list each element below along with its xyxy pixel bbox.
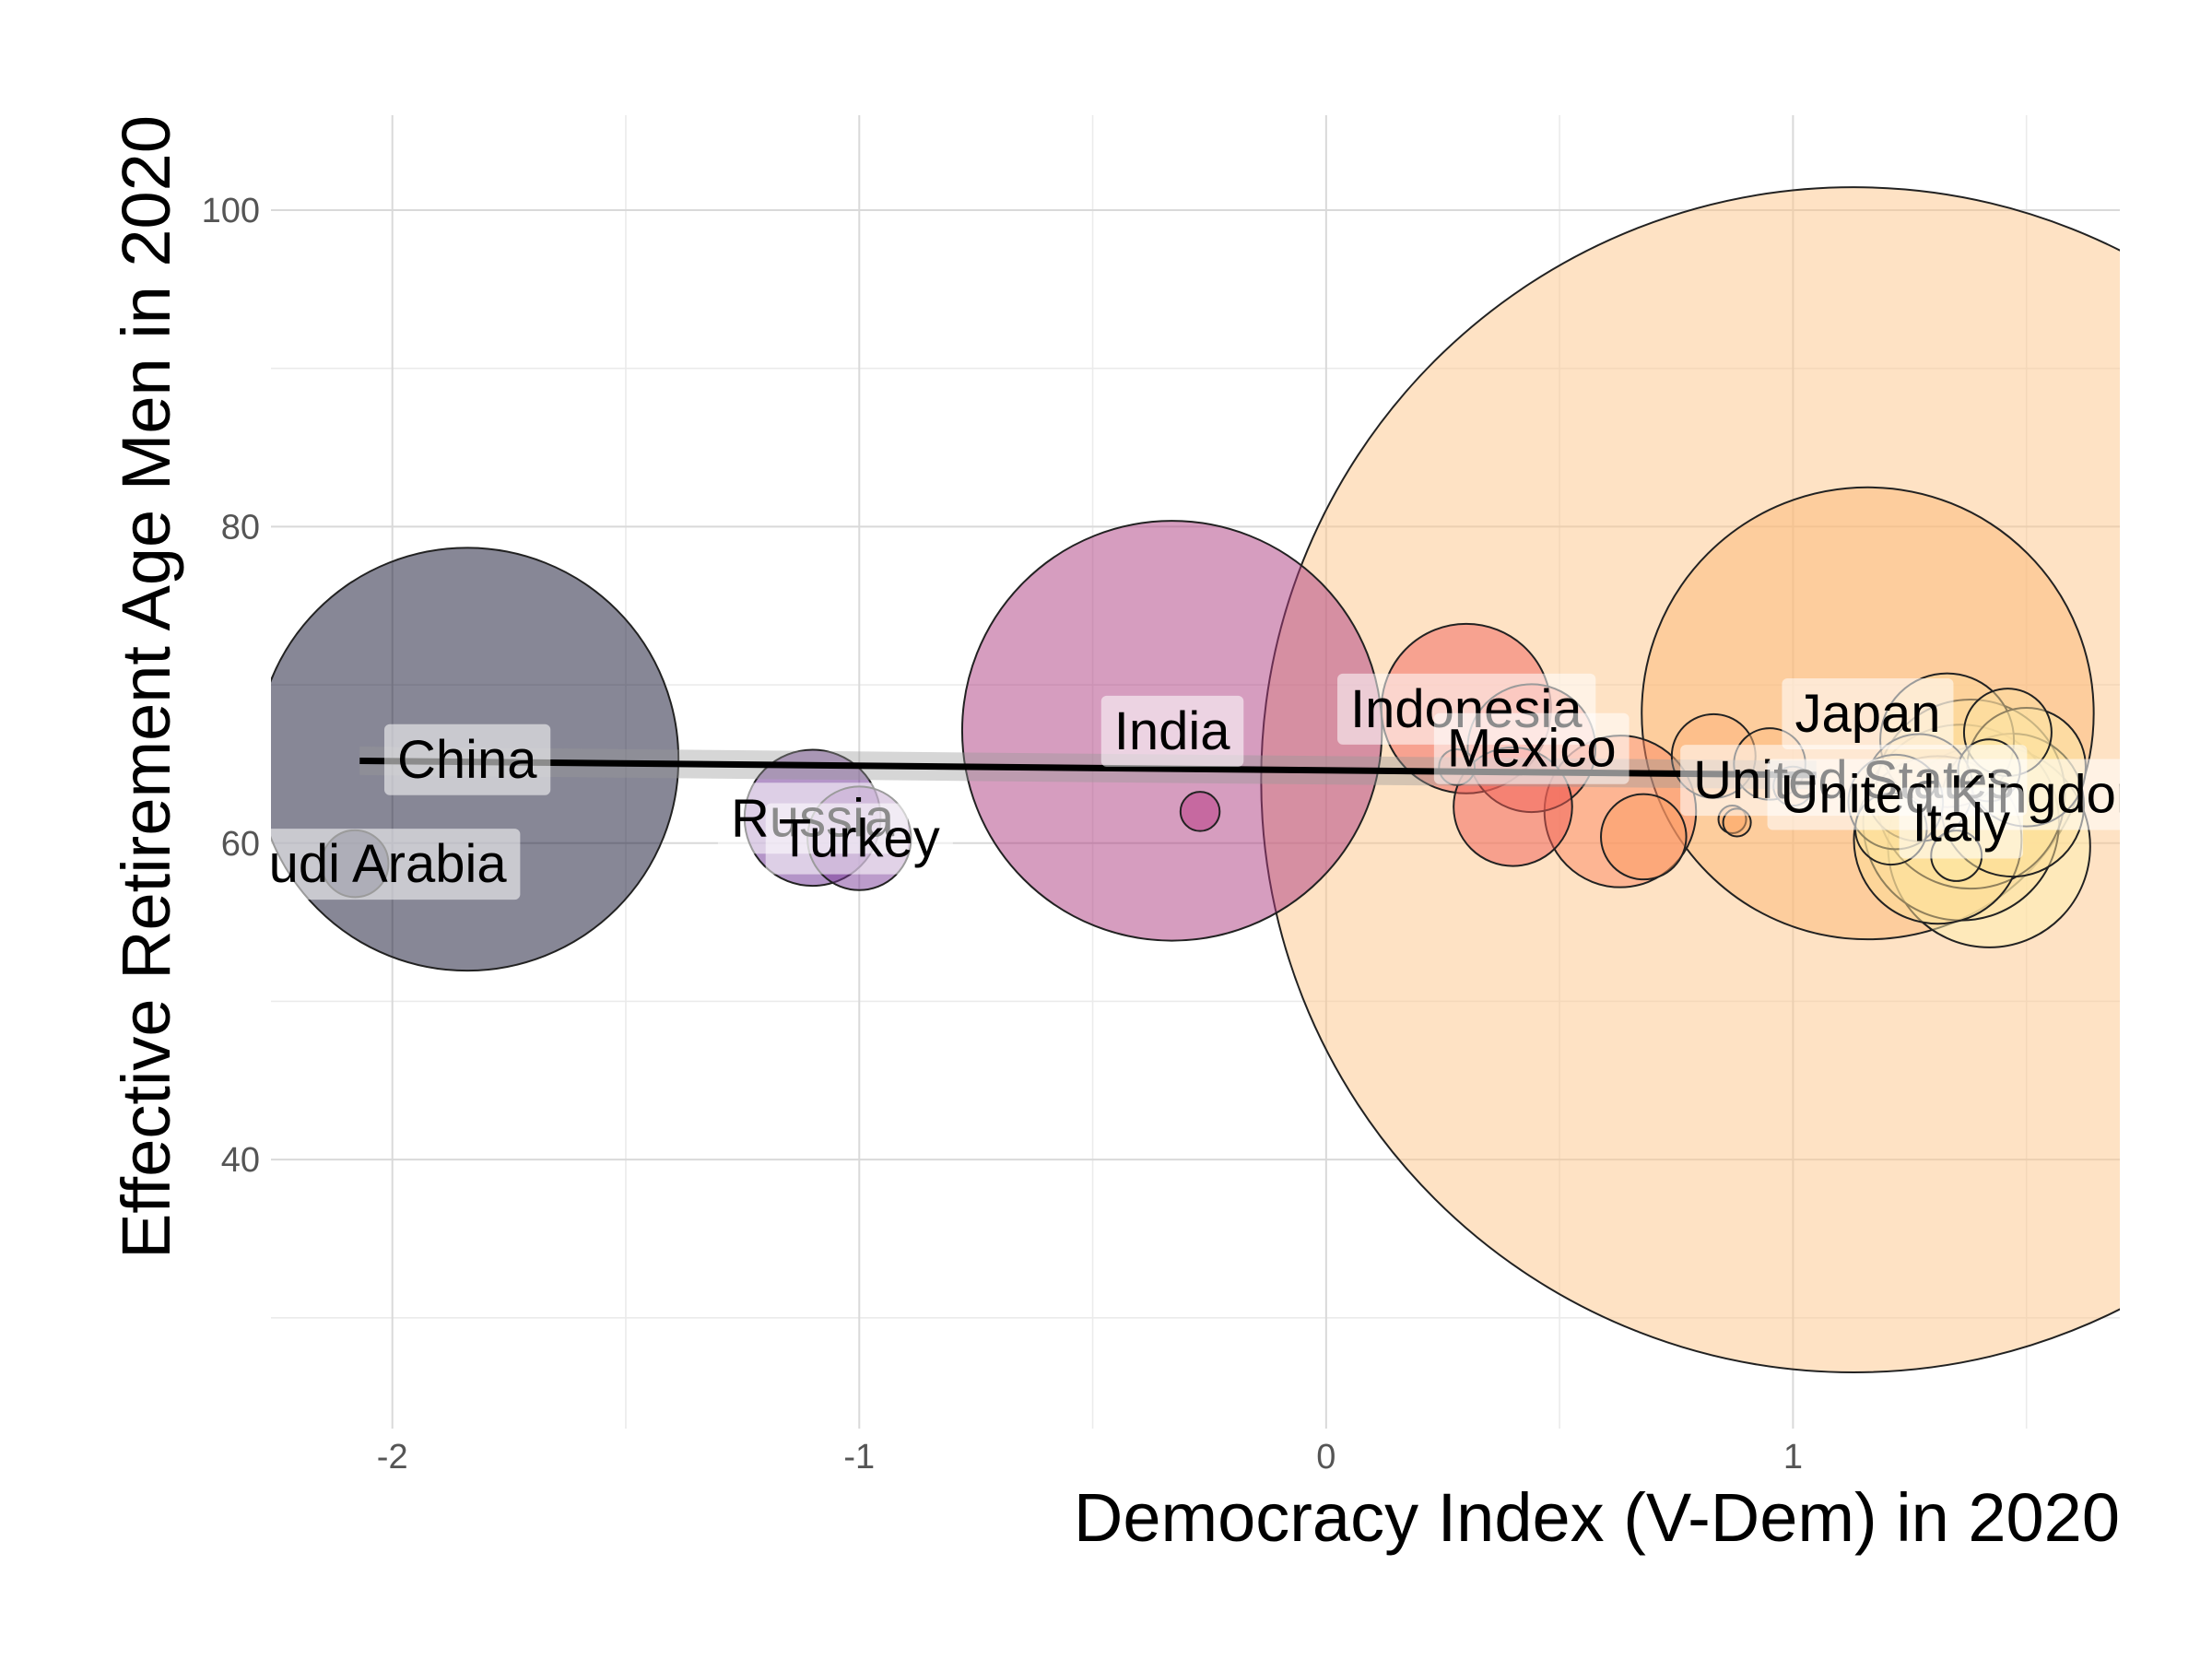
label-japan: Japan xyxy=(1782,677,1954,749)
x-axis-ticks: -2 -1 0 1 xyxy=(377,1438,1803,1477)
label-text: Mexico xyxy=(1447,719,1617,779)
x-axis-title: Democracy Index (V-Dem) in 2020 xyxy=(1074,1479,2120,1556)
label-box xyxy=(1100,695,1244,767)
label-saudi-arabia: Saudi Arabia xyxy=(204,829,521,900)
label-text: Saudi Arabia xyxy=(204,834,508,894)
label-india: India xyxy=(1100,695,1244,767)
label-box xyxy=(1899,787,2023,859)
label-text: Turkey xyxy=(779,809,940,869)
y-tick-label: 80 xyxy=(221,508,260,547)
label-mexico: Mexico xyxy=(1433,712,1630,784)
label-box xyxy=(271,829,521,900)
label-box xyxy=(1782,677,1954,749)
label-box xyxy=(383,724,551,795)
label-box xyxy=(1433,712,1630,784)
y-tick-label: 60 xyxy=(221,825,260,864)
label-box xyxy=(765,803,953,875)
x-tick-label: 1 xyxy=(1783,1438,1803,1477)
bubble xyxy=(1179,791,1221,832)
bubble xyxy=(1600,793,1688,881)
label-text: India xyxy=(1114,701,1231,761)
label-text: China xyxy=(397,730,537,790)
y-tick-label: 100 xyxy=(202,192,260,230)
x-tick-label: -2 xyxy=(377,1438,408,1477)
label-text: Japan xyxy=(1794,684,1940,744)
label-text: Italy xyxy=(1912,793,2010,853)
x-tick-label: 0 xyxy=(1316,1438,1335,1477)
label-italy: Italy xyxy=(1899,787,2023,859)
x-tick-label: -1 xyxy=(843,1438,875,1477)
label-turkey: Turkey xyxy=(765,803,953,875)
label-china: China xyxy=(383,724,551,795)
y-axis-ticks: 40 60 80 100 xyxy=(202,192,260,1180)
y-axis-title: Effective Retirement Age Men in 2020 xyxy=(108,115,184,1259)
y-tick-label: 40 xyxy=(221,1141,260,1180)
